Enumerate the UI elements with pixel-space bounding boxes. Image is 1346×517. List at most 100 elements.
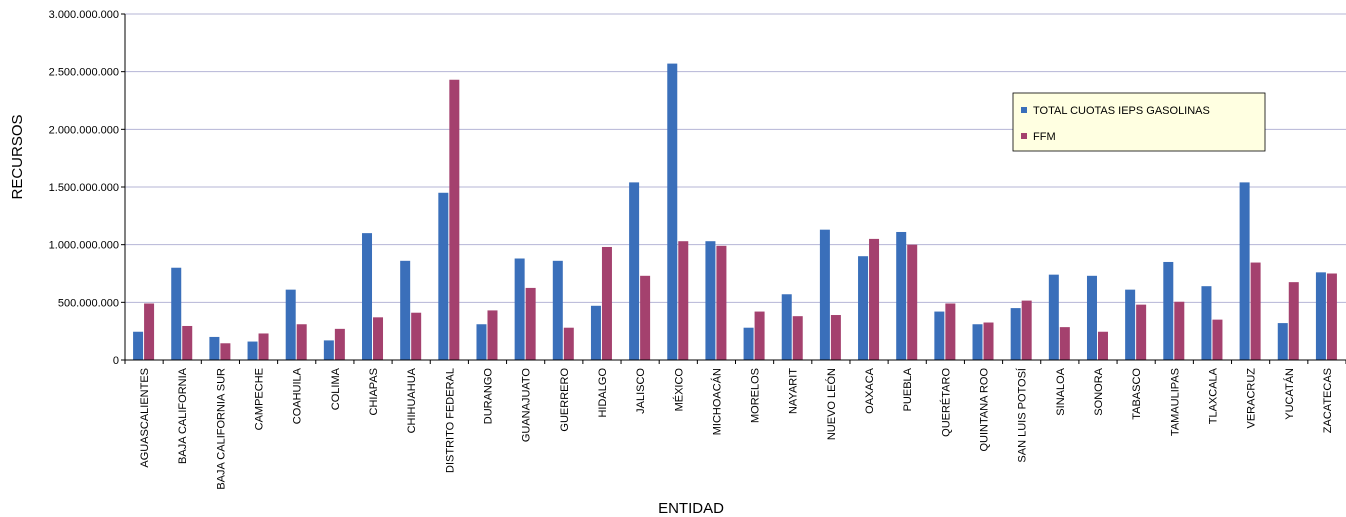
y-axis-label: RECURSOS [9, 114, 26, 199]
bar-ffm [640, 275, 651, 360]
bar-ieps [1086, 275, 1097, 360]
x-tick-label: QUERÉTARO [939, 368, 952, 437]
bar-ieps [1239, 182, 1250, 360]
bar-ffm [716, 245, 727, 360]
bar-ffm [1136, 304, 1147, 360]
x-tick-label: JALISCO [635, 368, 647, 414]
bar-ieps [819, 229, 830, 360]
x-tick-label: NUEVO LEÓN [825, 368, 838, 440]
bars [133, 63, 1337, 361]
legend-swatch-ieps [1021, 107, 1027, 113]
x-tick-label: CHIHUAHUA [406, 367, 418, 433]
x-tick-label: CHIAPAS [368, 368, 380, 415]
bar-ffm [1326, 273, 1337, 360]
x-tick-label: ZACATECAS [1322, 368, 1334, 433]
legend-label-ieps: TOTAL CUOTAS IEPS GASOLINAS [1033, 105, 1210, 117]
bar-ffm [830, 315, 841, 360]
bar-ffm [487, 310, 498, 360]
x-tick-label: BAJA CALIFORNIA [177, 367, 189, 464]
y-tick-label: 1.000.000.000 [49, 240, 119, 252]
bar-ffm [220, 343, 231, 360]
bar-ieps [972, 324, 983, 360]
bar-ffm [601, 246, 612, 360]
bar-ffm [258, 333, 269, 360]
bar-ffm [1250, 262, 1261, 360]
bar-ieps [1163, 261, 1174, 360]
bar-ieps [323, 340, 334, 360]
x-tick-label: MÉXICO [672, 368, 685, 412]
grid-lines [121, 13, 1346, 361]
bar-ieps [705, 241, 716, 360]
x-tick-label: NAYARIT [788, 368, 800, 414]
x-tick-label: DURANGO [482, 368, 494, 425]
y-tick-label: 3.000.000.000 [49, 9, 119, 21]
y-tick-label: 1.500.000.000 [49, 182, 119, 194]
x-tick-label: HIDALGO [597, 368, 609, 418]
x-tick-label: TABASCO [1131, 368, 1143, 420]
x-tick-label: SAN LUIS POTOSÍ [1016, 367, 1029, 462]
bar-ffm [869, 238, 880, 360]
bar-ieps [934, 311, 945, 360]
y-tick-label: 0 [113, 355, 119, 367]
bar-ieps [667, 63, 678, 361]
bar-ieps [514, 258, 525, 360]
x-tick-label: CAMPECHE [254, 368, 266, 430]
bar-ffm [563, 327, 574, 360]
x-tick-label: DISTRITO FEDERAL [444, 368, 456, 473]
x-tick-label: MICHOACÁN [710, 368, 723, 435]
bar-ffm [1174, 301, 1185, 360]
bar-ieps [285, 289, 296, 360]
bar-ffm [1021, 300, 1032, 360]
bar-ieps [743, 327, 754, 360]
bar-ffm [1059, 327, 1070, 360]
x-tick-label: PUEBLA [902, 367, 914, 411]
bar-ieps [247, 341, 258, 360]
bar-ffm [1288, 282, 1299, 360]
bar-ffm [411, 312, 422, 360]
bar-ffm [983, 322, 994, 360]
bar-ffm [144, 303, 155, 360]
x-tick-label: TLAXCALA [1207, 367, 1219, 424]
bar-ieps [781, 294, 792, 360]
bar-ffm [907, 244, 918, 360]
bar-ffm [525, 287, 536, 360]
x-tick-label: COLIMA [330, 367, 342, 410]
axes [124, 14, 1346, 364]
bar-ieps [133, 331, 144, 360]
x-tick-label: BAJA CALIFORNIA SUR [215, 368, 227, 490]
legend-label-ffm: FFM [1033, 131, 1056, 143]
x-tick-label: VERACRUZ [1246, 368, 1258, 429]
x-tick-label: AGUASCALIENTES [139, 368, 151, 468]
bar-ffm [945, 303, 956, 360]
bar-ieps [171, 267, 182, 360]
legend: TOTAL CUOTAS IEPS GASOLINAS FFM [1012, 92, 1266, 152]
x-tick-label: GUANAJUATO [521, 368, 533, 443]
bar-ffm [334, 328, 345, 360]
y-tick-label: 500.000.000 [58, 297, 119, 309]
bar-ieps [629, 182, 640, 360]
bar-ffm [182, 325, 193, 360]
bar-ieps [552, 260, 563, 360]
bar-ieps [1201, 286, 1212, 360]
x-tick-label: TAMAULIPAS [1169, 368, 1181, 436]
x-tick-label: GUERRERO [559, 368, 571, 432]
bar-ieps [896, 231, 907, 360]
x-tick-label: QUINTANA ROO [979, 368, 991, 452]
bar-ieps [1277, 323, 1288, 360]
y-tick-labels: 0 500.000.000 1.000.000.000 1.500.000.000 2.… [49, 9, 119, 367]
bar-ieps [438, 192, 449, 360]
bar-ieps [1010, 308, 1021, 360]
x-axis-label: ENTIDAD [658, 500, 724, 517]
bar-ieps [209, 336, 220, 360]
legend-swatch-ffm [1021, 133, 1027, 139]
bar-ieps [476, 324, 487, 360]
bar-ffm [678, 241, 689, 360]
bar-ieps [362, 233, 373, 360]
bar-ffm [792, 316, 803, 360]
bar-ffm [754, 311, 765, 360]
x-tick-label: YUCATÁN [1283, 368, 1296, 420]
bar-ffm [1212, 319, 1223, 360]
y-tick-label: 2.500.000.000 [49, 67, 119, 79]
x-tick-label: COAHUILA [292, 367, 304, 424]
